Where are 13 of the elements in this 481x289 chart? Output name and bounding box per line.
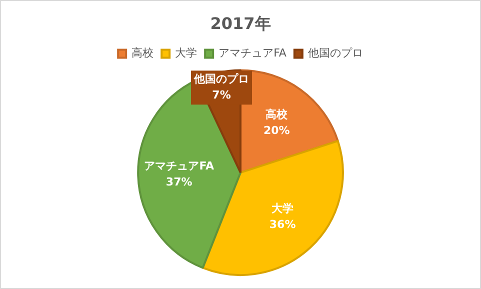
slice-label: 大学 — [272, 202, 294, 216]
slice-label: 他国のプロ — [193, 72, 250, 86]
legend-label: アマチュアFA — [218, 46, 287, 60]
data-label: 20% — [263, 124, 290, 137]
legend-label: 高校 — [132, 46, 154, 60]
legend-label: 大学 — [175, 46, 198, 60]
data-label: 7% — [212, 88, 231, 102]
slice-label: 高校 — [266, 108, 289, 121]
legend-label: 他国のプロ — [308, 46, 363, 60]
data-label: 37% — [166, 175, 192, 188]
slice-label: アマチュアFA — [144, 159, 214, 172]
data-label: 36% — [269, 218, 296, 232]
chart-title: 2017年 — [210, 14, 271, 33]
